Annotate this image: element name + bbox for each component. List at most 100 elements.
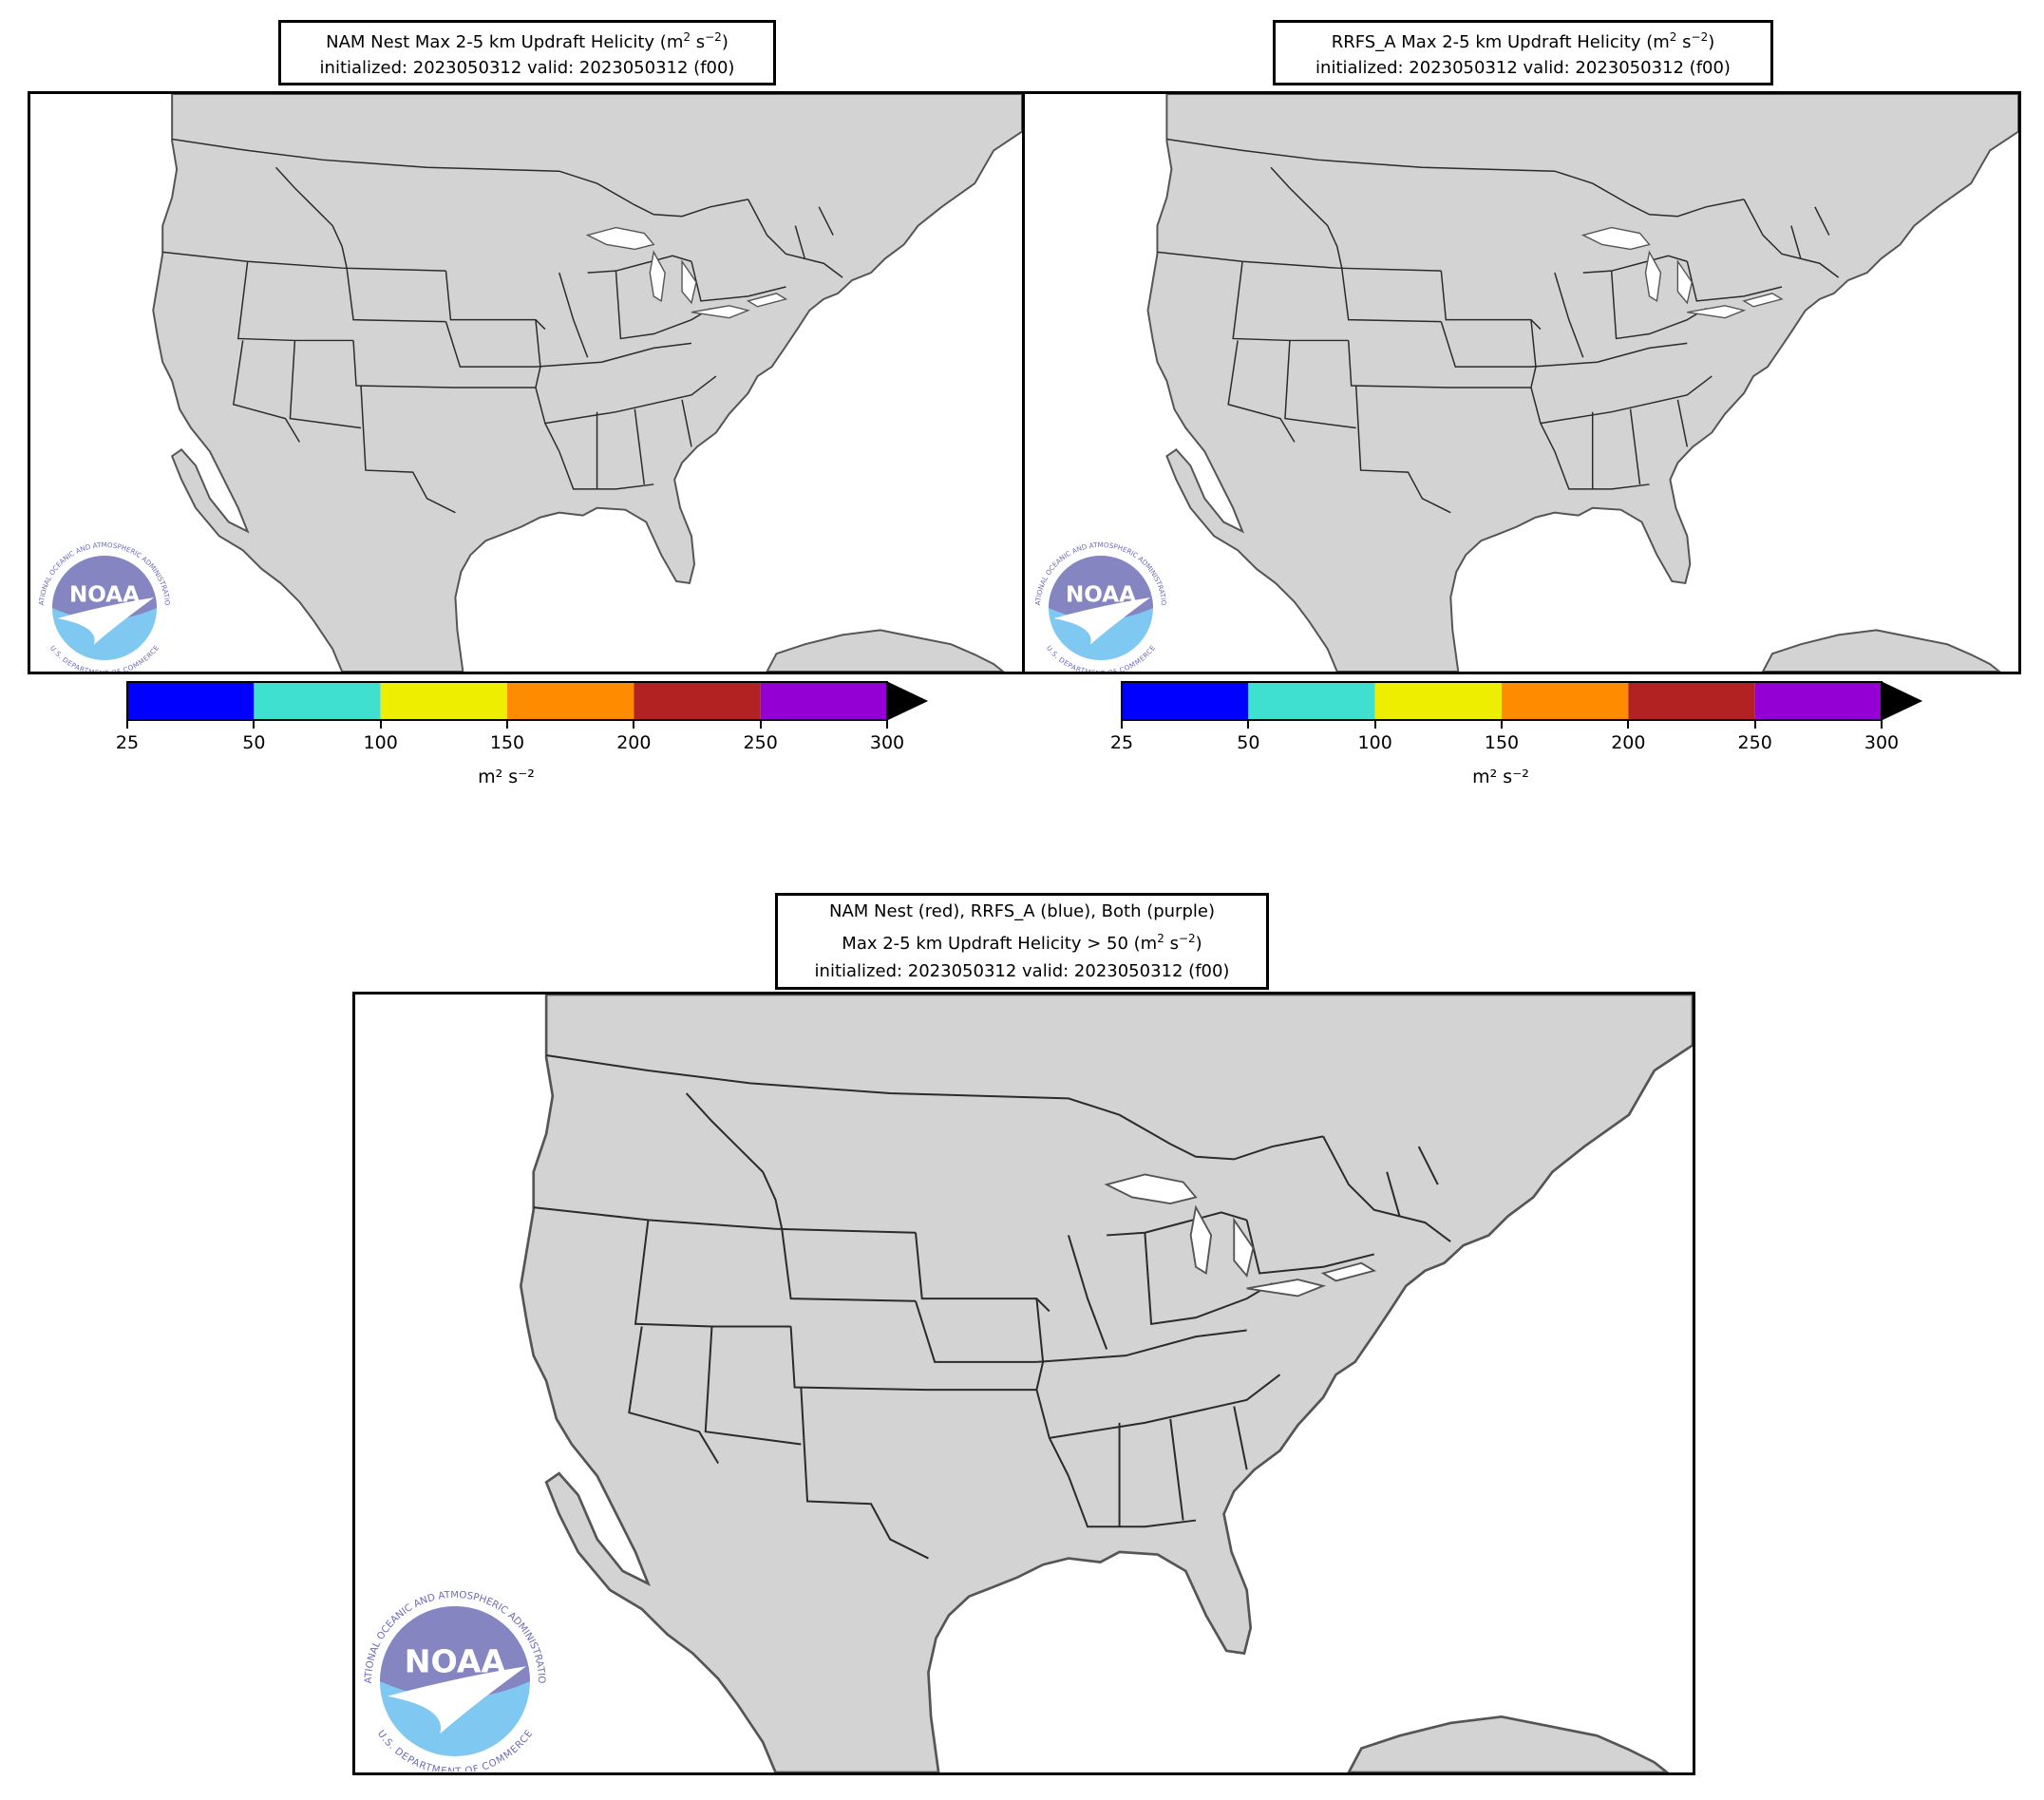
state-border	[1554, 272, 1584, 358]
colorbar-tick-mark	[126, 721, 128, 729]
state-border	[1743, 199, 1840, 278]
great-lake	[1320, 1261, 1377, 1282]
colorbar-segment	[380, 682, 507, 720]
state-border	[915, 1232, 1050, 1313]
nam-panel-title: NAM Nest Max 2-5 km Updraft Helicity (m2…	[278, 20, 776, 85]
noaa-wordmark: NOAA	[405, 1643, 506, 1680]
colorbar-tick-label: 250	[743, 732, 778, 753]
state-border	[1067, 1235, 1108, 1350]
colorbar-tick-label: 100	[1357, 732, 1392, 753]
colorbar-extend-arrow	[886, 681, 929, 721]
state-border	[1144, 1232, 1274, 1325]
combined-map-svg	[519, 995, 1693, 1772]
state-border	[544, 375, 717, 425]
great-lake	[1104, 1173, 1198, 1205]
colorbar-segment	[1374, 682, 1502, 720]
state-border	[634, 1220, 791, 1328]
colorbar-tick-label: 50	[242, 732, 266, 753]
great-lake	[1644, 250, 1662, 303]
state-border	[1166, 138, 1745, 218]
noaa-emblem-svg: NOAANATIONAL OCEANIC AND ATMOSPHERIC ADM…	[1027, 540, 1168, 672]
state-border	[781, 1228, 917, 1302]
colorbar-tick-mark	[1247, 721, 1250, 729]
state-border	[1270, 166, 1343, 269]
state-border	[1157, 251, 1442, 272]
colorbar-tick-label: 25	[1109, 732, 1134, 753]
colorbar-tick-mark	[1881, 721, 1883, 729]
noaa-gull	[1053, 597, 1151, 645]
state-border	[685, 1092, 784, 1229]
state-border	[634, 408, 646, 485]
colorbar-svg	[126, 681, 929, 721]
state-border	[1676, 399, 1689, 447]
state-border	[445, 271, 546, 331]
colorbar-segment	[1628, 682, 1755, 720]
rrfs-panel-title: RRFS_A Max 2-5 km Updraft Helicity (m2 s…	[1273, 20, 1773, 85]
north-america-land	[152, 94, 1022, 672]
colorbar-svg	[1121, 681, 1923, 721]
combined-title-line1: NAM Nest (red), RRFS_A (blue), Both (pur…	[829, 901, 1215, 921]
state-border	[1233, 1406, 1248, 1470]
colorbar-tick-label: 200	[616, 732, 652, 753]
nam-noaa-logo: NOAANATIONAL OCEANIC AND ATMOSPHERIC ADM…	[30, 540, 179, 672]
state-border	[1340, 268, 1442, 323]
rrfs-map-svg	[1146, 94, 2018, 672]
state-border	[558, 272, 589, 358]
rrfs-map: NOAANATIONAL OCEANIC AND ATMOSPHERIC ADM…	[1022, 91, 2021, 674]
colorbar-tick-label: 150	[1484, 732, 1520, 753]
state-border	[172, 138, 748, 218]
nam-map-svg	[152, 94, 1022, 672]
state-border	[800, 1387, 929, 1560]
nam-colorbar: 25 50 100 150 200 250 300 m² s⁻²	[116, 681, 929, 787]
combined-map: NOAANATIONAL OCEANIC AND ATMOSPHERIC ADM…	[352, 992, 1695, 1775]
colorbar-segment	[1502, 682, 1629, 720]
colorbar-tick-mark	[759, 721, 762, 729]
state-border	[1347, 340, 1531, 388]
combined-title-line3: initialized: 2023050312 valid: 202305031…	[814, 961, 1230, 981]
state-border	[1322, 1135, 1451, 1242]
state-border	[789, 1326, 1037, 1392]
colorbar-tick-mark	[1627, 721, 1630, 729]
state-border	[535, 319, 560, 452]
nam-map: NOAANATIONAL OCEANIC AND ATMOSPHERIC ADM…	[28, 91, 1025, 674]
great-lake	[649, 250, 666, 303]
state-border	[274, 166, 348, 269]
state-border	[232, 340, 301, 443]
colorbar-segment	[1248, 682, 1375, 720]
colorbar-segment	[1754, 682, 1882, 720]
colorbar-tick-mark	[1373, 721, 1376, 729]
state-border	[1582, 255, 1688, 274]
state-border	[628, 1326, 720, 1465]
state-border	[1530, 342, 1688, 368]
state-border	[535, 342, 692, 368]
colorbar-tick-mark	[506, 721, 508, 729]
state-border	[747, 199, 843, 278]
great-lake	[681, 259, 697, 305]
great-lake	[1246, 1279, 1327, 1298]
great-lake	[1189, 1204, 1213, 1276]
state-border	[704, 1326, 802, 1446]
state-border	[289, 340, 362, 429]
great-lake	[746, 293, 788, 308]
state-border	[615, 271, 711, 340]
colorbar-tick-label: 25	[115, 732, 140, 753]
colorbar-segment	[254, 682, 381, 720]
state-border	[1790, 225, 1802, 259]
state-border	[1049, 1374, 1281, 1439]
rrfs-noaa-logo: NOAANATIONAL OCEANIC AND ATMOSPHERIC ADM…	[1027, 540, 1175, 672]
great-lake	[691, 305, 750, 319]
noaa-gull	[57, 597, 155, 645]
state-border	[1440, 321, 1531, 368]
colorbar-segment	[760, 682, 887, 720]
state-border	[1440, 271, 1542, 331]
state-border	[1530, 319, 1556, 452]
caribbean-land	[1347, 1715, 1670, 1772]
state-border	[1107, 1211, 1247, 1237]
state-border	[1610, 271, 1707, 340]
nam-title-line1: NAM Nest Max 2-5 km Updraft Helicity (m2…	[326, 30, 729, 52]
colorbar-segment	[634, 682, 761, 720]
colorbar-segment	[127, 682, 255, 720]
great-lake	[1687, 305, 1747, 319]
state-border	[162, 251, 446, 272]
state-border	[533, 1206, 917, 1234]
